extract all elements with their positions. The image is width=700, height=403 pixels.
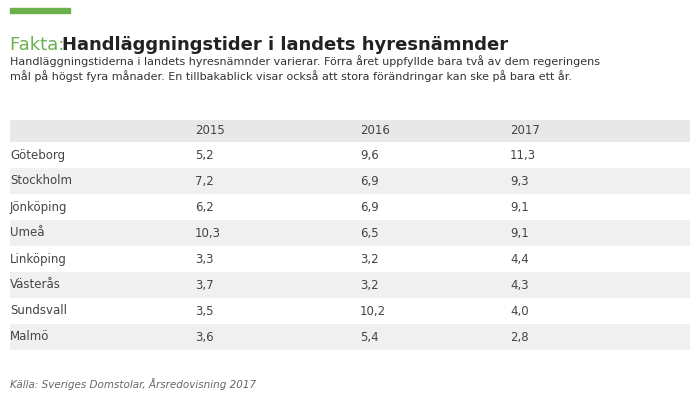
Text: 2016: 2016 (360, 125, 390, 137)
Text: Handläggningstider i landets hyresnämnder: Handläggningstider i landets hyresnämnde… (62, 36, 508, 54)
Text: 6,9: 6,9 (360, 201, 379, 214)
Bar (10, 298, 690, 324)
Text: Umeå: Umeå (10, 226, 45, 239)
Text: 3,3: 3,3 (195, 253, 214, 266)
Text: 9,1: 9,1 (510, 201, 528, 214)
Text: Jönköping: Jönköping (10, 201, 67, 214)
Text: 2017: 2017 (510, 125, 540, 137)
Bar (10, 168, 690, 194)
Text: Malmö: Malmö (10, 330, 50, 343)
Bar (10, 142, 690, 168)
Text: Linköping: Linköping (10, 253, 67, 266)
Bar (10, 246, 690, 272)
Text: 5,4: 5,4 (360, 330, 379, 343)
Text: 3,5: 3,5 (195, 305, 214, 318)
Text: 2,8: 2,8 (510, 330, 528, 343)
Text: 7,2: 7,2 (195, 174, 214, 187)
Text: 5,2: 5,2 (195, 148, 214, 162)
Text: 11,3: 11,3 (510, 148, 536, 162)
Bar (10, 120, 690, 142)
Text: 3,7: 3,7 (195, 278, 214, 291)
Bar (10, 324, 690, 350)
Text: Västerås: Västerås (10, 278, 61, 291)
Text: Handläggningstiderna i landets hyresnämnder varierar. Förra året uppfyllde bara : Handläggningstiderna i landets hyresnämn… (10, 55, 600, 67)
Text: 4,4: 4,4 (510, 253, 528, 266)
Text: 9,3: 9,3 (510, 174, 528, 187)
Text: Källa: Sveriges Domstolar, Årsredovisning 2017: Källa: Sveriges Domstolar, Årsredovisnin… (10, 378, 256, 390)
Bar (10, 8, 70, 13)
Text: 4,3: 4,3 (510, 278, 528, 291)
Text: 3,2: 3,2 (360, 253, 379, 266)
Text: mål på högst fyra månader. En tillbakablick visar också att stora förändringar k: mål på högst fyra månader. En tillbakabl… (10, 70, 572, 82)
Text: 3,2: 3,2 (360, 278, 379, 291)
Bar (10, 194, 690, 220)
Text: 9,1: 9,1 (510, 226, 528, 239)
Text: 6,5: 6,5 (360, 226, 379, 239)
Text: Stockholm: Stockholm (10, 174, 72, 187)
Bar (10, 272, 690, 298)
Text: 2015: 2015 (195, 125, 225, 137)
Text: 6,9: 6,9 (360, 174, 379, 187)
Text: Fakta:: Fakta: (10, 36, 70, 54)
Text: 9,6: 9,6 (360, 148, 379, 162)
Text: 4,0: 4,0 (510, 305, 528, 318)
Text: 3,6: 3,6 (195, 330, 214, 343)
Text: 10,2: 10,2 (360, 305, 386, 318)
Text: 6,2: 6,2 (195, 201, 214, 214)
Bar (10, 220, 690, 246)
Text: 10,3: 10,3 (195, 226, 221, 239)
Text: Göteborg: Göteborg (10, 148, 65, 162)
Text: Sundsvall: Sundsvall (10, 305, 67, 318)
